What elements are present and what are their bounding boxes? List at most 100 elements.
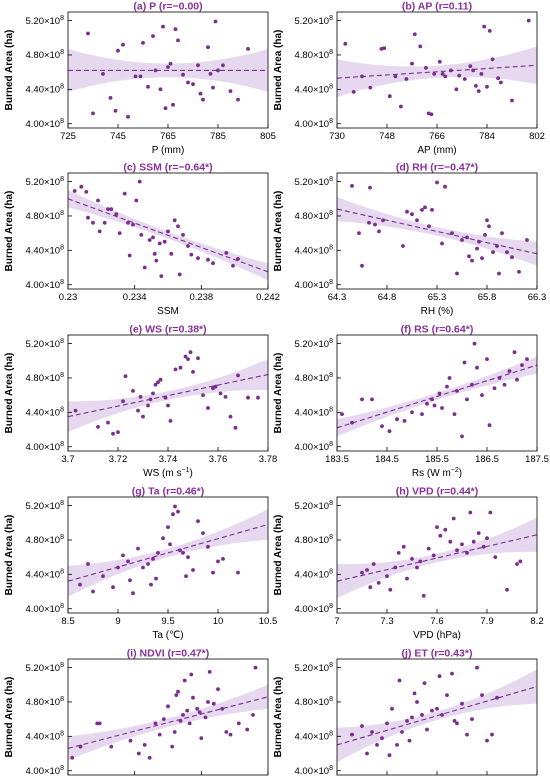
data-point xyxy=(126,114,130,119)
data-point xyxy=(131,389,135,393)
panel-title: (i) NDVI (r=0.47*) xyxy=(127,648,210,660)
data-point xyxy=(365,751,369,756)
data-point xyxy=(467,254,471,259)
data-point xyxy=(429,112,434,117)
data-point xyxy=(176,509,180,514)
data-point xyxy=(109,744,114,749)
data-point xyxy=(142,265,147,270)
data-point xyxy=(437,674,442,679)
confidence-band xyxy=(337,197,537,266)
trend-line xyxy=(337,208,537,255)
y-axis-label: Burned Area (ha) xyxy=(4,30,15,111)
data-point xyxy=(368,185,372,190)
data-point xyxy=(399,104,403,109)
panel-title: (h) VPD (r=0.44*) xyxy=(396,486,479,498)
data-point xyxy=(251,713,255,717)
data-point xyxy=(472,341,477,346)
data-point xyxy=(213,19,218,24)
y-tick-label: 4.80×108 xyxy=(25,49,64,61)
data-point xyxy=(490,732,494,737)
data-point xyxy=(440,72,445,76)
y-tick-label: 4.40×108 xyxy=(25,731,64,743)
data-point xyxy=(106,420,110,425)
data-point xyxy=(206,257,210,262)
x-tick-label: 745 xyxy=(110,131,126,142)
data-point xyxy=(91,111,95,116)
x-axis-label: AP (mm) xyxy=(417,145,456,156)
data-point xyxy=(497,271,501,276)
data-point xyxy=(96,198,100,203)
data-point xyxy=(196,63,200,68)
y-axis-label: Burned Area (ha) xyxy=(4,191,15,272)
data-point xyxy=(450,671,454,676)
y-tick-label: 5.20×108 xyxy=(294,15,333,27)
panel-4: (d) RH (r=−0.47*) 4.00×108 4.40×108 4.80×10… xyxy=(273,162,546,318)
data-point xyxy=(430,397,434,402)
data-point xyxy=(496,76,500,81)
data-point xyxy=(420,208,424,212)
y-tick-label: 4.80×108 xyxy=(25,534,64,546)
x-tick-label: 3.76 xyxy=(209,454,228,465)
data-point xyxy=(443,74,448,79)
data-point xyxy=(131,222,135,227)
x-tick-label: 64.3 xyxy=(328,292,347,303)
data-point xyxy=(390,706,394,711)
trend-line xyxy=(337,64,537,79)
y-axis-label: Burned Area (ha) xyxy=(4,677,15,758)
data-point xyxy=(72,189,77,193)
y-axis-label: Burned Area (ha) xyxy=(4,515,15,596)
trend-line xyxy=(337,534,537,582)
panel-1: (a) P (r=−0.00) 4.00×108 4.40×108 4.80×108 5… xyxy=(4,1,276,157)
data-point xyxy=(78,744,83,749)
data-point xyxy=(163,106,168,111)
trend-line xyxy=(68,373,268,418)
trend-line xyxy=(337,685,537,746)
y-tick-label: 4.00×108 xyxy=(25,441,64,453)
trend-line xyxy=(68,198,268,273)
data-point xyxy=(86,562,90,566)
x-tick-label: 9.5 xyxy=(161,616,174,627)
data-point xyxy=(78,582,82,587)
data-point xyxy=(199,736,204,740)
x-tick-label: 0.23 xyxy=(59,292,78,303)
data-point xyxy=(182,678,187,683)
data-point xyxy=(437,59,442,64)
data-point xyxy=(401,544,406,549)
y-axis-label: Burned Area (ha) xyxy=(273,30,284,111)
data-point xyxy=(91,589,95,594)
data-point xyxy=(172,218,177,223)
y-tick-label: 4.80×108 xyxy=(25,210,64,222)
data-point xyxy=(201,393,205,397)
data-point xyxy=(228,414,233,419)
y-tick-label: 4.00×108 xyxy=(294,603,333,615)
y-tick-label: 4.00×108 xyxy=(294,441,333,453)
data-point xyxy=(460,701,464,706)
data-point xyxy=(136,751,141,756)
data-point xyxy=(114,212,119,217)
data-point xyxy=(487,423,492,428)
data-point xyxy=(70,755,75,760)
x-tick-label: 8.2 xyxy=(530,616,543,627)
data-point xyxy=(79,184,84,189)
data-point xyxy=(425,401,429,406)
data-point xyxy=(133,74,138,79)
data-point xyxy=(443,527,448,532)
trend-line xyxy=(337,364,537,429)
data-point xyxy=(228,732,233,737)
data-point xyxy=(424,66,428,70)
data-point xyxy=(181,72,185,77)
y-tick-label: 4.80×108 xyxy=(294,49,333,61)
data-point xyxy=(161,536,165,541)
trend-line xyxy=(68,523,268,582)
data-point xyxy=(121,42,125,47)
plot-frame xyxy=(67,172,269,290)
data-point xyxy=(438,533,443,538)
data-point xyxy=(171,102,175,107)
data-point xyxy=(405,209,409,214)
data-point xyxy=(493,555,498,559)
data-point xyxy=(166,525,170,529)
y-axis-label: Burned Area (ha) xyxy=(273,353,284,434)
data-point xyxy=(460,434,464,439)
data-point xyxy=(393,74,398,79)
data-point xyxy=(186,244,190,248)
